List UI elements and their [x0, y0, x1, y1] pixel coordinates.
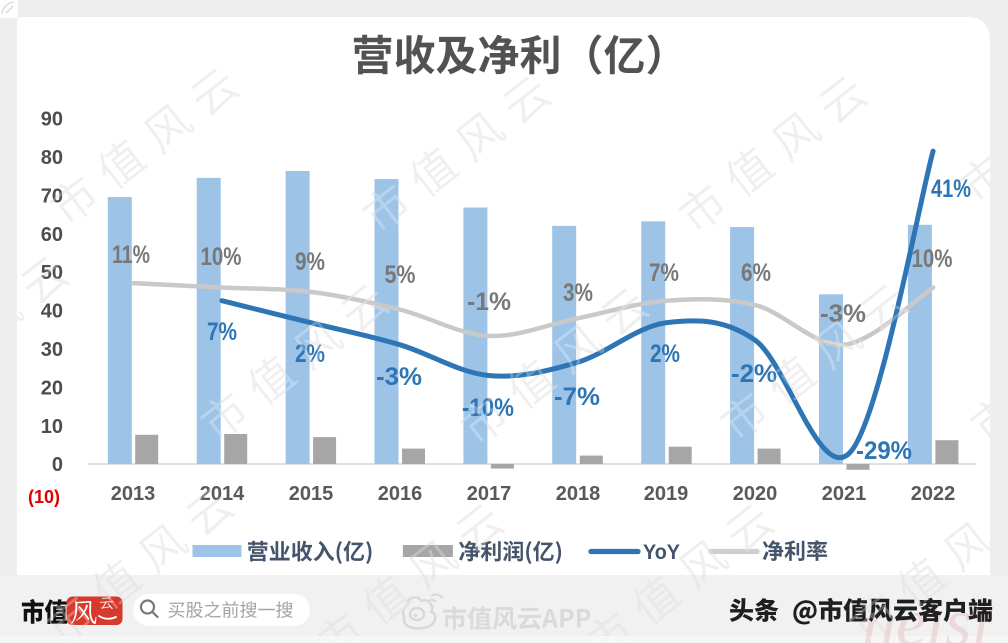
svg-text:10%: 10% [201, 243, 242, 271]
svg-text:41%: 41% [931, 175, 971, 203]
svg-text:(10): (10) [28, 487, 60, 507]
svg-text:7%: 7% [649, 259, 679, 287]
svg-text:5%: 5% [385, 261, 416, 289]
svg-text:-1%: -1% [467, 288, 511, 316]
svg-text:30: 30 [41, 339, 63, 361]
svg-text:-29%: -29% [856, 437, 912, 465]
svg-text:80: 80 [41, 147, 63, 169]
svg-text:-3%: -3% [820, 300, 866, 328]
svg-text:20: 20 [41, 377, 63, 399]
svg-text:-2%: -2% [731, 360, 777, 388]
svg-text:90: 90 [41, 109, 63, 131]
svg-text:2014: 2014 [200, 483, 245, 505]
svg-text:40: 40 [41, 301, 63, 323]
svg-text:10: 10 [41, 416, 63, 438]
svg-text:2017: 2017 [467, 483, 512, 505]
svg-text:60: 60 [41, 224, 63, 246]
svg-text:2019: 2019 [644, 483, 689, 505]
svg-text:-7%: -7% [554, 383, 600, 411]
svg-text:2022: 2022 [911, 483, 956, 505]
svg-text:11%: 11% [112, 241, 150, 269]
svg-text:2015: 2015 [289, 483, 334, 505]
svg-text:2016: 2016 [378, 483, 423, 505]
svg-text:2020: 2020 [733, 483, 778, 505]
svg-text:10%: 10% [912, 245, 953, 273]
svg-text:2021: 2021 [822, 483, 867, 505]
svg-text:7%: 7% [207, 318, 237, 346]
svg-text:2%: 2% [650, 340, 680, 368]
svg-text:2018: 2018 [556, 483, 601, 505]
svg-text:70: 70 [41, 185, 63, 207]
svg-text:9%: 9% [295, 248, 325, 276]
svg-text:6%: 6% [741, 259, 771, 287]
svg-text:2013: 2013 [111, 483, 156, 505]
svg-text:0: 0 [52, 454, 63, 476]
svg-text:YoY: YoY [643, 541, 680, 564]
svg-text:3%: 3% [563, 279, 593, 307]
svg-text:-3%: -3% [376, 363, 422, 391]
svg-text:-10%: -10% [462, 394, 514, 422]
